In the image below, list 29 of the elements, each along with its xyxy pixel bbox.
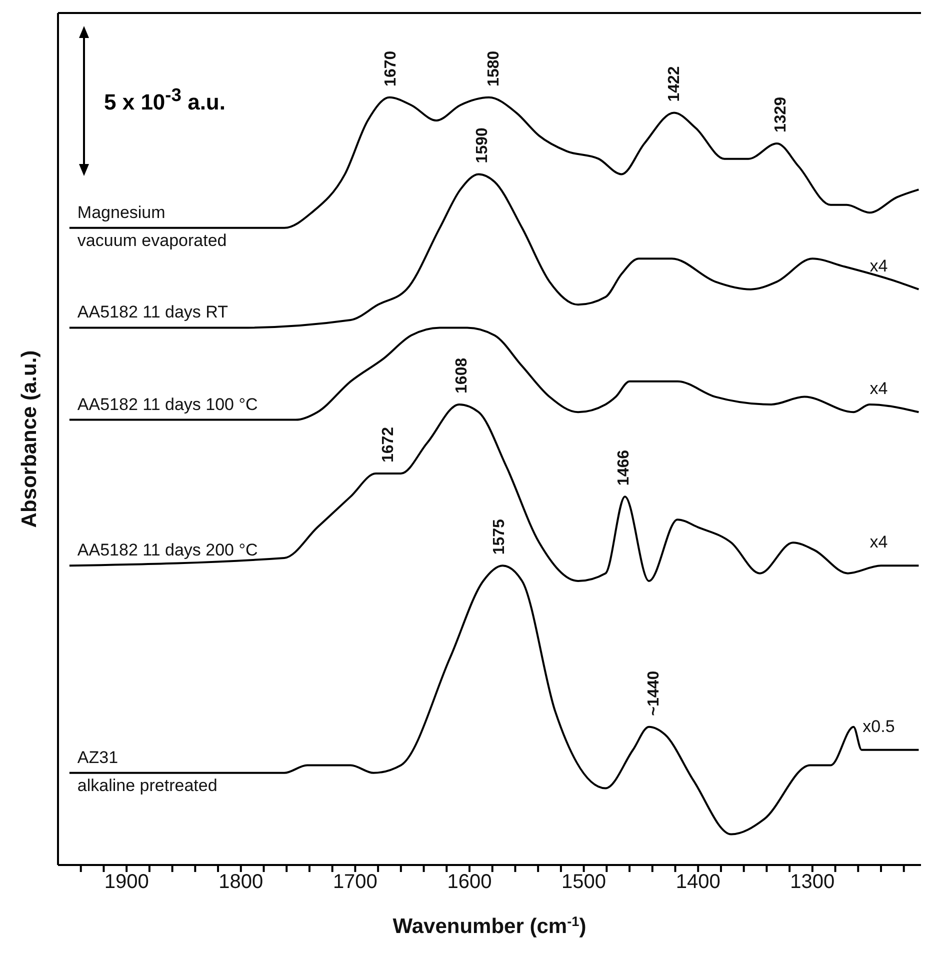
annotation: 1670 — [382, 50, 400, 86]
annotation: 1329 — [772, 96, 790, 132]
annotation: x4 — [870, 379, 888, 398]
x-tick-label: 1300 — [790, 871, 835, 894]
x-tick-label: 1500 — [562, 871, 606, 894]
annotation: 1672 — [380, 426, 398, 463]
x-tick-label: 1700 — [332, 871, 378, 894]
x-tick-label: 1900 — [104, 871, 149, 894]
series-label: AA5182 11 days 200 °C — [77, 540, 258, 560]
annotation: x4 — [870, 256, 888, 276]
x-tick-label: 1600 — [447, 871, 492, 894]
annotation: 1608 — [453, 358, 470, 394]
annotation: 1575 — [491, 518, 508, 555]
series-label: AA5182 11 days 100 °C — [77, 394, 258, 414]
x-tick-label: 1800 — [218, 871, 264, 894]
annotation: 1590 — [474, 127, 491, 164]
annotation: 5 x 10$^{-3}$ a.u. — [104, 84, 226, 116]
annotation: 1466 — [616, 450, 633, 486]
series-label: AZ31 alkaline pretreated — [77, 748, 218, 795]
annotation: 1422 — [666, 66, 683, 102]
x-tick-label: 1400 — [676, 871, 720, 894]
annotation: x0.5 — [862, 716, 895, 736]
annotation: x4 — [870, 532, 888, 552]
series-label: AA5182 11 days RT — [77, 302, 228, 322]
y-axis-title: Absorbance (a.u.) — [18, 350, 41, 528]
series-label: Magnesium vacuum evaporated — [77, 202, 227, 250]
x-axis-title: Wavenumber (cm$^{-1}$) — [392, 914, 586, 938]
annotation: 1580 — [485, 50, 502, 86]
annotation: ~1440 — [645, 670, 662, 716]
